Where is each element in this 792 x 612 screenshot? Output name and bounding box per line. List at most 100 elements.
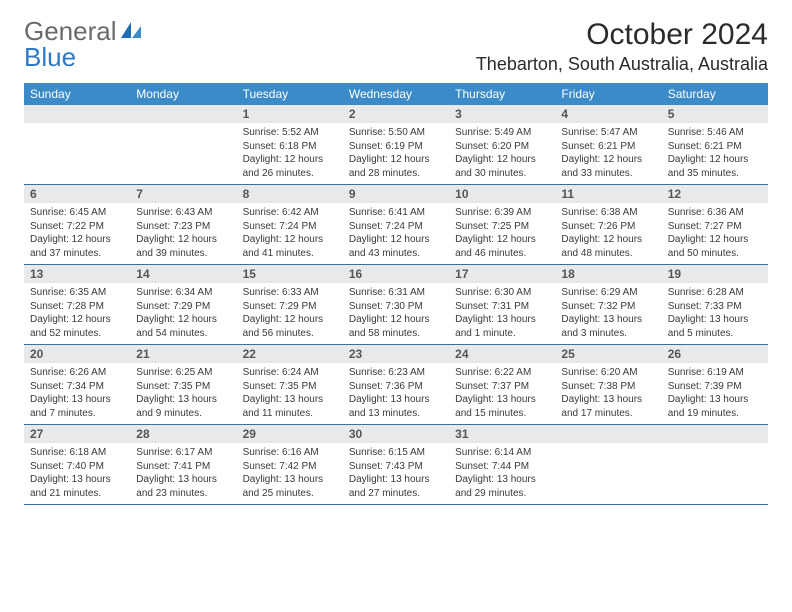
day-line: Sunset: 7:29 PM [243,300,337,314]
day-body: Sunrise: 6:17 AMSunset: 7:41 PMDaylight:… [130,443,236,504]
day-line: and 54 minutes. [136,327,230,341]
day-body: Sunrise: 6:41 AMSunset: 7:24 PMDaylight:… [343,203,449,264]
day-body: Sunrise: 6:20 AMSunset: 7:38 PMDaylight:… [555,363,661,424]
day-line: Sunset: 7:24 PM [243,220,337,234]
day-line: and 33 minutes. [561,167,655,181]
day-line: and 41 minutes. [243,247,337,261]
day-line: Daylight: 13 hours [455,393,549,407]
day-line: Daylight: 13 hours [30,473,124,487]
day-cell: 10Sunrise: 6:39 AMSunset: 7:25 PMDayligh… [449,185,555,264]
day-cell: 4Sunrise: 5:47 AMSunset: 6:21 PMDaylight… [555,105,661,184]
day-line: Daylight: 13 hours [668,393,762,407]
day-line: Daylight: 12 hours [136,313,230,327]
day-number: 7 [130,185,236,203]
day-line: Sunset: 7:32 PM [561,300,655,314]
day-body: Sunrise: 5:46 AMSunset: 6:21 PMDaylight:… [662,123,768,184]
day-cell: 16Sunrise: 6:31 AMSunset: 7:30 PMDayligh… [343,265,449,344]
day-body: Sunrise: 5:49 AMSunset: 6:20 PMDaylight:… [449,123,555,184]
day-cell: 23Sunrise: 6:23 AMSunset: 7:36 PMDayligh… [343,345,449,424]
day-cell: 6Sunrise: 6:45 AMSunset: 7:22 PMDaylight… [24,185,130,264]
day-body [555,443,661,450]
day-body: Sunrise: 6:34 AMSunset: 7:29 PMDaylight:… [130,283,236,344]
dow-header-cell: Sunday [24,83,130,105]
day-line: and 35 minutes. [668,167,762,181]
day-number: 31 [449,425,555,443]
day-line: Sunset: 7:28 PM [30,300,124,314]
day-number: 8 [237,185,343,203]
day-body [662,443,768,450]
day-line: and 26 minutes. [243,167,337,181]
day-cell: 2Sunrise: 5:50 AMSunset: 6:19 PMDaylight… [343,105,449,184]
day-line: Sunrise: 6:41 AM [349,206,443,220]
brand-logo: General Blue [24,18,143,70]
day-line: Sunrise: 5:50 AM [349,126,443,140]
day-number: 24 [449,345,555,363]
day-body: Sunrise: 6:19 AMSunset: 7:39 PMDaylight:… [662,363,768,424]
day-number: 10 [449,185,555,203]
day-line: Sunrise: 6:19 AM [668,366,762,380]
day-line: Sunrise: 6:23 AM [349,366,443,380]
day-cell: 3Sunrise: 5:49 AMSunset: 6:20 PMDaylight… [449,105,555,184]
day-line: Sunrise: 6:39 AM [455,206,549,220]
day-line: Daylight: 12 hours [30,233,124,247]
day-body: Sunrise: 6:45 AMSunset: 7:22 PMDaylight:… [24,203,130,264]
day-line: Sunset: 7:22 PM [30,220,124,234]
day-body: Sunrise: 6:26 AMSunset: 7:34 PMDaylight:… [24,363,130,424]
day-number: 28 [130,425,236,443]
day-line: Sunset: 7:43 PM [349,460,443,474]
day-cell: 17 Sunrise: 6:30 AMSunset: 7:31 PMDayligh… [449,265,555,344]
day-body: Sunrise: 5:47 AMSunset: 6:21 PMDaylight:… [555,123,661,184]
day-body: Sunrise: 6:18 AMSunset: 7:40 PMDaylight:… [24,443,130,504]
day-line: and 15 minutes. [455,407,549,421]
day-line: and 27 minutes. [349,487,443,501]
day-number: 9 [343,185,449,203]
day-line: Sunset: 7:33 PM [668,300,762,314]
day-line: and 19 minutes. [668,407,762,421]
day-cell: 26Sunrise: 6:19 AMSunset: 7:39 PMDayligh… [662,345,768,424]
day-number: 6 [24,185,130,203]
day-line: Sunrise: 6:29 AM [561,286,655,300]
day-number: 17 [449,265,555,283]
dow-header-cell: Wednesday [343,83,449,105]
day-line: and 58 minutes. [349,327,443,341]
day-number: 11 [555,185,661,203]
day-number: 3 [449,105,555,123]
day-cell [24,105,130,184]
day-line: and 52 minutes. [30,327,124,341]
day-line: Sunrise: 6:35 AM [30,286,124,300]
day-line: Sunset: 6:21 PM [668,140,762,154]
day-line: Daylight: 13 hours [136,393,230,407]
day-cell: 29Sunrise: 6:16 AMSunset: 7:42 PMDayligh… [237,425,343,504]
day-line: Daylight: 13 hours [561,313,655,327]
day-line: Sunrise: 6:30 AM [455,286,549,300]
day-line: Sunrise: 6:24 AM [243,366,337,380]
brand-text: General Blue [24,18,143,70]
day-body: Sunrise: 6:33 AMSunset: 7:29 PMDaylight:… [237,283,343,344]
day-line: Sunset: 7:31 PM [455,300,549,314]
week-row: 20Sunrise: 6:26 AMSunset: 7:34 PMDayligh… [24,345,768,425]
dow-header-cell: Thursday [449,83,555,105]
day-line: Sunset: 7:36 PM [349,380,443,394]
day-body: Sunrise: 6:31 AMSunset: 7:30 PMDaylight:… [343,283,449,344]
day-line: and 56 minutes. [243,327,337,341]
day-line: Sunset: 6:20 PM [455,140,549,154]
day-body: Sunrise: 5:50 AMSunset: 6:19 PMDaylight:… [343,123,449,184]
day-cell: 27Sunrise: 6:18 AMSunset: 7:40 PMDayligh… [24,425,130,504]
day-line: Daylight: 12 hours [561,233,655,247]
day-line: Daylight: 13 hours [243,393,337,407]
dow-header-cell: Tuesday [237,83,343,105]
day-cell: 18Sunrise: 6:29 AMSunset: 7:32 PMDayligh… [555,265,661,344]
day-number: 29 [237,425,343,443]
day-line: Daylight: 13 hours [455,313,549,327]
day-body: Sunrise: 6:35 AMSunset: 7:28 PMDaylight:… [24,283,130,344]
day-line: Sunset: 7:40 PM [30,460,124,474]
day-line: Sunset: 7:42 PM [243,460,337,474]
day-line: Sunrise: 6:17 AM [136,446,230,460]
day-number: 25 [555,345,661,363]
day-line: and 1 minute. [455,327,549,341]
day-line: and 46 minutes. [455,247,549,261]
day-line: and 11 minutes. [243,407,337,421]
day-line: Sunrise: 6:28 AM [668,286,762,300]
day-body: Sunrise: 5:52 AMSunset: 6:18 PMDaylight:… [237,123,343,184]
dow-header-cell: Saturday [662,83,768,105]
